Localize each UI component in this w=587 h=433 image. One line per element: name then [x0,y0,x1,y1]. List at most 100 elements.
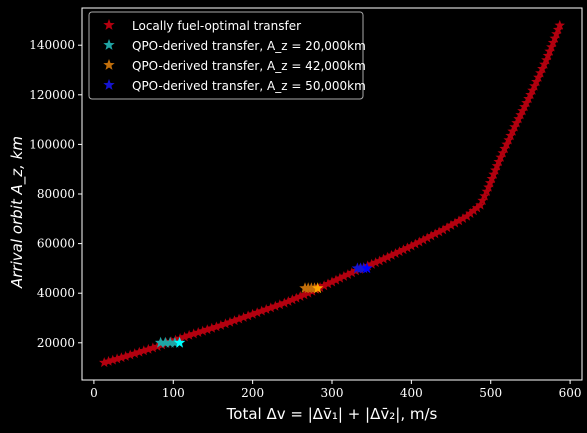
point-locally-optimal-22 [197,325,208,336]
point-qpo-1-4 [173,336,186,348]
point-locally-optimal-67 [386,249,397,260]
point-locally-optimal-65 [378,253,389,264]
y-tick-label-0: 20000 [37,336,75,350]
point-locally-optimal-129 [549,32,560,43]
point-locally-optimal-80 [437,224,449,235]
point-locally-optimal-25 [211,321,222,332]
point-locally-optimal-85 [457,213,469,223]
point-locally-optimal-131 [552,24,564,35]
y-tick-label-5: 120000 [29,88,75,102]
data-marks [99,19,565,368]
point-locally-optimal-11 [147,342,159,353]
point-locally-optimal-24 [206,322,217,333]
point-qpo-3-3 [361,262,373,274]
point-locally-optimal-72 [406,240,417,251]
point-qpo-1-2 [164,336,176,348]
point-locally-optimal-64 [374,255,385,266]
point-qpo-2-4 [312,282,324,294]
point-locally-optimal-69 [394,246,405,257]
point-locally-optimal-89 [471,202,483,213]
point-locally-optimal-94 [483,181,494,192]
x-tick-label-1: 100 [162,386,185,400]
point-locally-optimal-44 [295,291,306,301]
point-locally-optimal-20 [188,328,199,339]
point-qpo-1-1 [159,336,171,348]
point-locally-optimal-83 [449,217,461,228]
point-qpo-1-3 [169,336,181,348]
point-locally-optimal-56 [342,269,354,279]
point-locally-optimal-121 [535,67,546,78]
point-locally-optimal-124 [541,54,552,65]
point-locally-optimal-105 [503,134,514,145]
x-axis-label: Total Δv = |Δv̄₁| + |Δv̄₂|, m/s [226,405,438,423]
point-locally-optimal-37 [265,302,276,313]
point-locally-optimal-79 [433,226,445,237]
point-locally-optimal-103 [499,143,510,154]
point-locally-optimal-87 [465,208,476,218]
y-tick-label-6: 140000 [29,38,75,52]
point-locally-optimal-78 [429,228,441,239]
legend-marker-4 [103,79,115,90]
point-locally-optimal-97 [488,169,499,179]
point-locally-optimal-77 [426,230,437,241]
point-locally-optimal-70 [398,244,409,255]
point-locally-optimal-118 [529,80,540,91]
y-tick-label-1: 40000 [37,286,75,300]
point-locally-optimal-4 [116,352,127,363]
point-locally-optimal-62 [366,258,377,269]
point-qpo-1-0 [154,336,167,348]
point-locally-optimal-92 [479,190,490,201]
point-locally-optimal-31 [238,312,249,322]
point-locally-optimal-117 [527,85,538,95]
legend-entry-2: QPO-derived transfer, A_z = 20,000km [132,39,366,53]
legend-entry-3: QPO-derived transfer, A_z = 42,000km [132,59,366,73]
point-locally-optimal-120 [533,71,544,82]
plot-frame [81,7,583,381]
x-tick-label-0: 0 [90,386,98,400]
point-locally-optimal-53 [330,274,342,285]
legend-label-4: QPO-derived transfer, A_z = 50,000km [132,79,366,93]
point-locally-optimal-75 [418,234,429,245]
point-locally-optimal-104 [501,138,512,149]
point-locally-optimal-36 [261,304,272,314]
legend-marker-3 [103,59,115,70]
point-locally-optimal-55 [338,271,350,281]
point-locally-optimal-125 [542,50,554,61]
point-locally-optimal-66 [382,251,393,262]
point-locally-optimal-2 [107,354,118,365]
point-locally-optimal-90 [475,199,486,210]
y-tick-label-3: 80000 [37,187,75,201]
point-locally-optimal-18 [179,331,190,342]
point-locally-optimal-33 [247,308,258,319]
legend-entry-4: QPO-derived transfer, A_z = 50,000km [132,79,366,93]
legend-box [88,11,364,100]
point-locally-optimal-10 [143,343,154,354]
point-locally-optimal-73 [410,238,421,249]
point-locally-optimal-128 [547,37,559,48]
point-locally-optimal-54 [334,272,346,283]
legend-marker-2 [103,39,115,50]
point-locally-optimal-3 [111,353,123,364]
point-locally-optimal-32 [242,310,254,321]
point-locally-optimal-91 [477,195,488,206]
point-locally-optimal-39 [274,299,286,310]
point-locally-optimal-122 [537,63,548,74]
point-locally-optimal-52 [326,276,338,287]
point-locally-optimal-42 [287,294,298,305]
x-tick-label-6: 600 [559,386,582,400]
point-locally-optimal-126 [544,45,555,56]
point-locally-optimal-27 [220,318,231,329]
legend-label-3: QPO-derived transfer, A_z = 42,000km [132,59,366,73]
x-tick-label-5: 500 [479,386,502,400]
point-locally-optimal-100 [493,156,504,167]
point-locally-optimal-5 [120,350,131,361]
point-locally-optimal-74 [414,236,425,247]
legend-label-1: Locally fuel-optimal transfer [132,19,301,33]
point-locally-optimal-96 [486,173,498,184]
point-locally-optimal-45 [299,289,310,300]
point-locally-optimal-6 [125,349,136,360]
point-locally-optimal-98 [490,164,501,175]
point-locally-optimal-81 [441,222,453,233]
point-locally-optimal-57 [346,267,358,278]
y-tick-label-2: 60000 [37,237,75,251]
